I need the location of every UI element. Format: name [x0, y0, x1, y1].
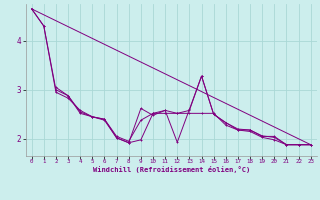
X-axis label: Windchill (Refroidissement éolien,°C): Windchill (Refroidissement éolien,°C)	[92, 166, 250, 173]
